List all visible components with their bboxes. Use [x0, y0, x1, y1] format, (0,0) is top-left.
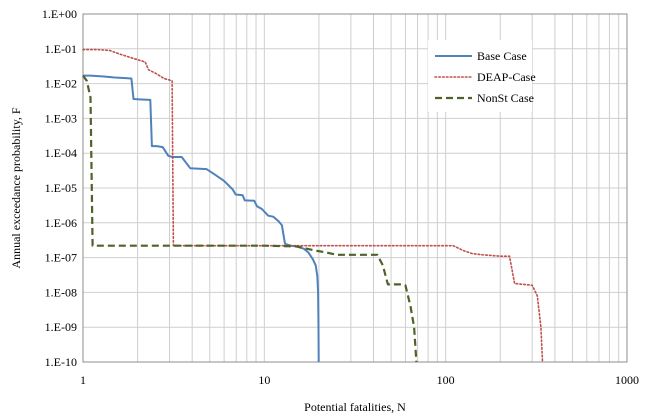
- series-line-base-case: [83, 74, 320, 363]
- x-tick-label: 1: [80, 373, 86, 387]
- y-tick-label: 1.E-04: [45, 146, 77, 160]
- y-tick-label: 1.E-05: [45, 181, 77, 195]
- series-line-deap-case: [82, 48, 544, 363]
- x-axis-label: Potential fatalities, N: [304, 400, 406, 414]
- y-axis-label: Annual exceedance probability, F: [9, 107, 23, 268]
- y-tick-label: 1.E-09: [45, 320, 77, 334]
- y-tick-label: 1.E-02: [45, 77, 77, 91]
- y-tick-label: 1.E-03: [45, 111, 77, 125]
- series-lines: [82, 48, 544, 363]
- y-tick-label: 1.E-06: [45, 216, 77, 230]
- legend-label: Base Case: [477, 49, 527, 63]
- y-tick-label: 1.E+00: [42, 7, 77, 21]
- legend-label: DEAP-Case: [477, 70, 536, 84]
- legend-box: [428, 40, 532, 112]
- y-axis-tick-labels: 1.E+00 1.E-01 1.E-02 1.E-03 1.E-04 1.E-05 1.E-…: [42, 7, 77, 369]
- legend-label: NonSt Case: [477, 91, 534, 105]
- y-tick-label: 1.E-01: [45, 42, 77, 56]
- y-tick-label: 1.E-07: [45, 251, 77, 265]
- series-line-nonst-case: [82, 74, 418, 363]
- x-axis-tick-labels: 1 10 100 1000: [80, 373, 639, 387]
- y-tick-label: 1.E-10: [45, 355, 77, 369]
- x-tick-label: 10: [258, 373, 270, 387]
- plot-area-frame: [82, 13, 628, 363]
- grid: [83, 14, 627, 362]
- legend: Base Case DEAP-Case NonSt Case: [428, 40, 536, 112]
- x-tick-label: 100: [437, 373, 455, 387]
- x-tick-label: 1000: [615, 373, 639, 387]
- y-tick-label: 1.E-08: [45, 285, 77, 299]
